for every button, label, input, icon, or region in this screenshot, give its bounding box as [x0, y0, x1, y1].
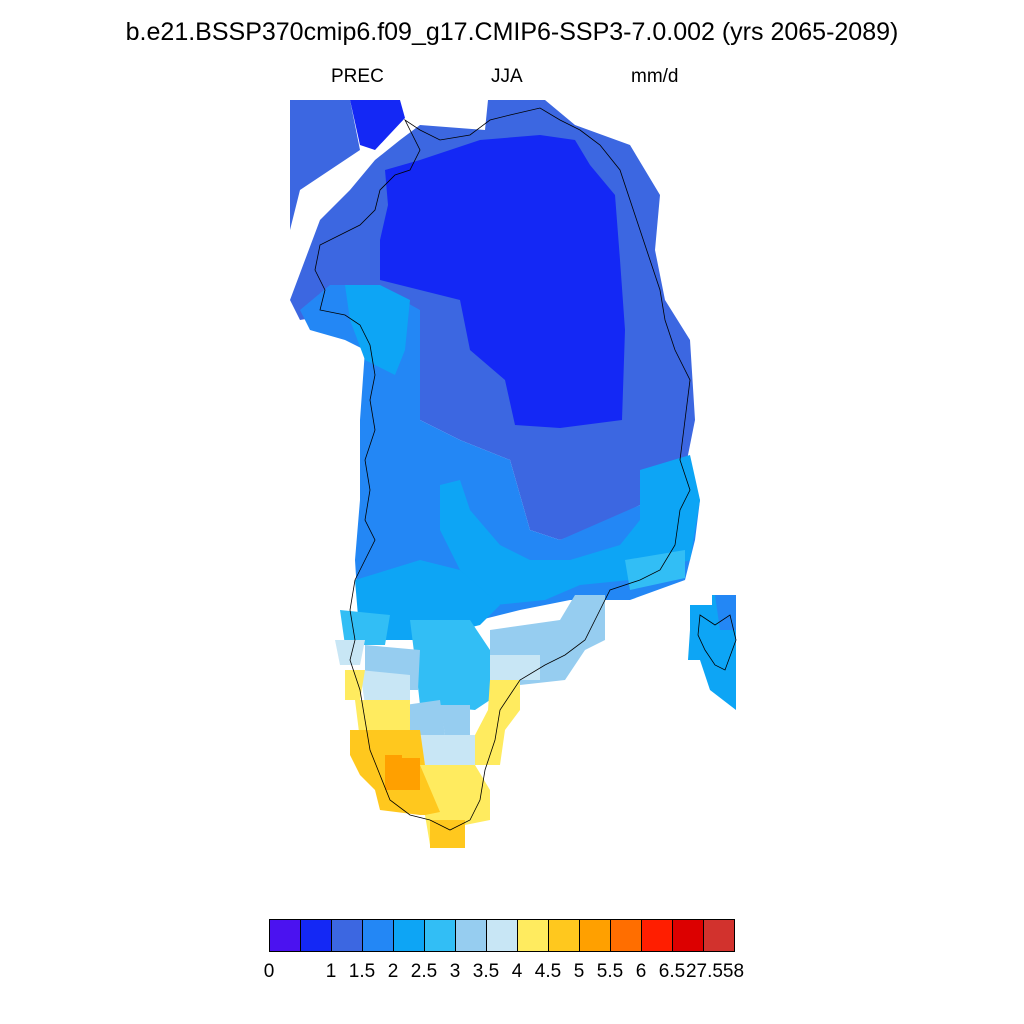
colorbar-swatch	[393, 919, 424, 952]
colorbar-tick-label: 1	[325, 961, 337, 982]
colorbar-tick-label: 2.5	[410, 961, 438, 982]
colorbar-swatch	[362, 919, 393, 952]
colorbar-tick-label: 1.5	[348, 961, 376, 982]
colorbar-tick-label: 3	[449, 961, 461, 982]
colorbar-swatch	[455, 919, 486, 952]
colorbar-tick-label: 2	[387, 961, 399, 982]
colorbar-swatch	[703, 919, 735, 952]
plot-title: b.e21.BSSP370cmip6.f09_g17.CMIP6-SSP3-7.…	[125, 18, 899, 46]
colorbar-tick-label: 6.5	[658, 961, 686, 982]
season-label: JJA	[491, 66, 523, 87]
field-low	[300, 285, 700, 645]
colorbar-tick-label: 3.5	[472, 961, 500, 982]
colorbar-swatch	[548, 919, 579, 952]
colorbar-swatch	[579, 919, 610, 952]
colorbar-swatch	[424, 919, 455, 952]
colorbar-tick-label: 6	[635, 961, 647, 982]
colorbar-swatch	[672, 919, 703, 952]
colorbar-tick-label: 5.5	[596, 961, 624, 982]
colorbar-swatch	[486, 919, 517, 952]
coastline	[314, 107, 737, 831]
colorbar-tick-label: 4	[511, 961, 523, 982]
colorbar-tick-label: 27.558	[685, 961, 745, 982]
colorbar-swatch	[300, 919, 331, 952]
colorbar-tick-label: 0	[263, 961, 275, 982]
colorbar-swatch	[610, 919, 641, 952]
variable-label: PREC	[331, 66, 384, 87]
field-very-low	[290, 100, 695, 540]
field-iceland	[688, 595, 736, 710]
colorbar-swatch	[331, 919, 362, 952]
units-label: mm/d	[631, 66, 679, 87]
colorbar-tick-label: 5	[573, 961, 585, 982]
colorbar-swatch	[517, 919, 548, 952]
colorbar-swatch	[641, 919, 672, 952]
colorbar-tick-label: 4.5	[534, 961, 562, 982]
field-high	[345, 670, 520, 848]
colorbar-swatch	[269, 919, 300, 952]
